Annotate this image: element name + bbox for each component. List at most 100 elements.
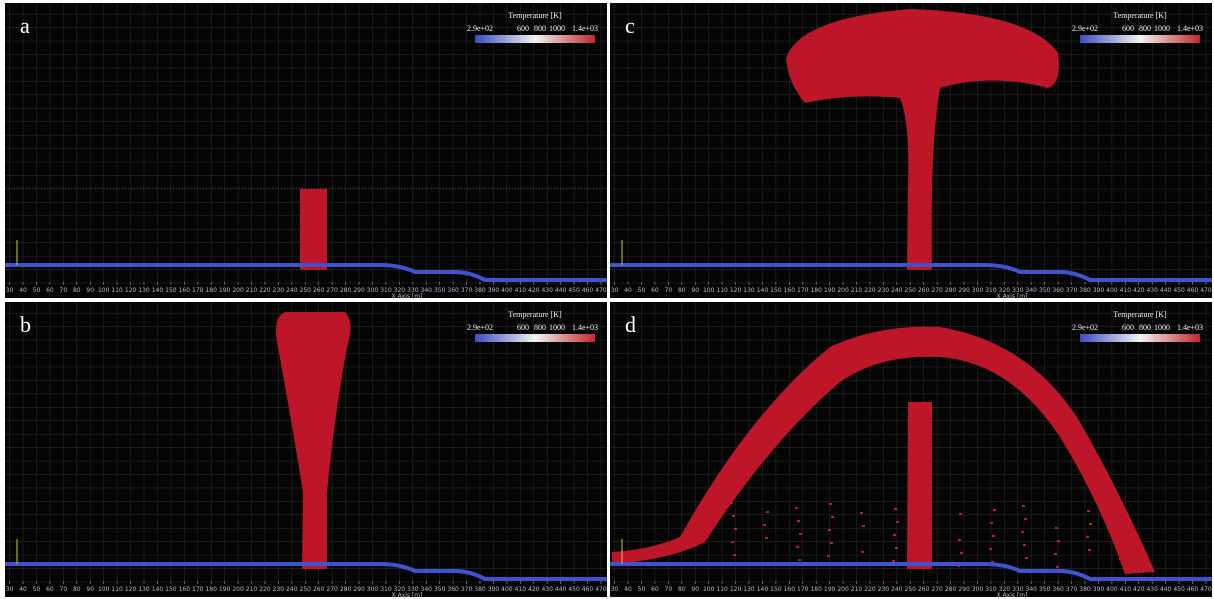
x-tick-label: 140 [152, 287, 164, 294]
particles [830, 542, 833, 544]
x-tick-label: 260 [918, 586, 930, 593]
particles [907, 402, 932, 569]
x-tick-label: 50 [33, 586, 41, 593]
particles [829, 503, 832, 505]
particles [730, 502, 733, 504]
x-tick-label: 450 [568, 287, 580, 294]
x-tick-label: 260 [313, 586, 325, 593]
colorbar-tick-label: 2.9e+02 [1072, 24, 1098, 33]
particles [860, 512, 863, 514]
x-tick-label: 180 [205, 287, 217, 294]
particles [1121, 506, 1124, 508]
x-tick-label: 80 [73, 586, 81, 593]
x-tick-label: 40 [19, 287, 27, 294]
colorbar-tick-label: 600 [517, 24, 529, 33]
colorbar-tick-label: 1.4e+03 [1177, 323, 1203, 332]
colorbar-tick-label: 800 [1139, 323, 1151, 332]
colorbar-tick-label: 1000 [549, 24, 565, 33]
x-tick-label: 160 [179, 586, 191, 593]
colorbar-tick-label: 2.9e+02 [1072, 323, 1098, 332]
x-tick-label: 100 [98, 287, 110, 294]
x-tick-label: 170 [797, 586, 809, 593]
x-tick-label: 130 [743, 287, 755, 294]
colorbar-tick-label: 800 [1139, 24, 1151, 33]
x-tick-label: 440 [555, 586, 567, 593]
colorbar-tick-label: 600 [517, 323, 529, 332]
x-tick-label: 280 [340, 586, 352, 593]
x-tick-label: 210 [246, 287, 258, 294]
x-tick-label: 210 [851, 287, 863, 294]
x-tick-label: 380 [474, 287, 486, 294]
x-tick-label: 250 [905, 586, 917, 593]
x-tick-label: 430 [1146, 586, 1158, 593]
x-tick-label: 170 [797, 287, 809, 294]
x-tick-label: 430 [541, 586, 553, 593]
x-tick-label: 170 [192, 586, 204, 593]
x-tick-label: 230 [273, 586, 285, 593]
x-tick-label: 440 [1160, 586, 1172, 593]
x-tick-label: 160 [179, 287, 191, 294]
x-tick-label: 220 [864, 287, 876, 294]
x-tick-label: 430 [1146, 287, 1158, 294]
x-tick-label: 400 [1106, 586, 1118, 593]
x-tick-label: 360 [1052, 287, 1064, 294]
x-axis-label: X Axis [m] [392, 592, 423, 599]
x-tick-label: 460 [582, 586, 594, 593]
x-tick-label: 420 [528, 586, 540, 593]
figure: a304050607080901001101201301401501601701… [0, 0, 1214, 599]
colorbar-tick-label: 800 [534, 323, 546, 332]
x-tick-label: 350 [1039, 287, 1051, 294]
colorbar-tick-label: 600 [1122, 323, 1134, 332]
x-tick-label: 370 [1066, 287, 1078, 294]
x-tick-label: 280 [945, 287, 957, 294]
x-tick-label: 30 [6, 586, 14, 593]
x-tick-label: 360 [447, 586, 459, 593]
x-tick-label: 30 [611, 287, 619, 294]
x-tick-label: 240 [891, 586, 903, 593]
particles [300, 189, 327, 270]
x-tick-label: 120 [125, 586, 137, 593]
particles [1119, 558, 1122, 560]
particles [798, 559, 801, 561]
x-tick-label: 310 [985, 586, 997, 593]
x-tick-label: 100 [703, 287, 715, 294]
panel-label: b [20, 312, 31, 337]
x-tick-label: 130 [138, 287, 150, 294]
x-tick-label: 220 [259, 287, 271, 294]
colorbar [1080, 334, 1200, 342]
colorbar-tick-label: 1000 [549, 323, 565, 332]
particles [796, 546, 799, 548]
colorbar-tick-label: 800 [534, 24, 546, 33]
particles [795, 507, 798, 509]
x-tick-label: 190 [219, 287, 231, 294]
x-axis-label: X Axis [m] [997, 592, 1028, 599]
particles [928, 504, 931, 506]
x-tick-label: 180 [810, 287, 822, 294]
colorbar-tick-label: 1.4e+03 [572, 323, 598, 332]
x-tick-label: 400 [1106, 287, 1118, 294]
particles [733, 554, 736, 556]
x-tick-label: 50 [638, 586, 646, 593]
x-tick-label: 310 [380, 287, 392, 294]
x-tick-label: 50 [33, 287, 41, 294]
x-axis-label: X Axis [m] [997, 293, 1028, 300]
x-tick-label: 380 [1079, 586, 1091, 593]
x-tick-label: 390 [1093, 586, 1105, 593]
x-tick-label: 380 [1079, 287, 1091, 294]
colorbar-title: Temperature [K] [1113, 310, 1167, 319]
x-tick-label: 110 [111, 586, 123, 593]
particles [1120, 532, 1123, 534]
x-tick-label: 150 [165, 586, 177, 593]
x-tick-label: 260 [313, 287, 325, 294]
x-tick-label: 290 [353, 287, 365, 294]
x-tick-label: 150 [770, 287, 782, 294]
x-tick-label: 60 [651, 287, 659, 294]
particles [828, 529, 831, 531]
particles [1055, 527, 1058, 529]
panel: d304050607080901001101201301401501601701… [610, 302, 1212, 599]
x-tick-label: 390 [488, 586, 500, 593]
x-tick-label: 240 [286, 287, 298, 294]
x-tick-label: 350 [434, 287, 446, 294]
particles [993, 509, 996, 511]
x-tick-label: 270 [326, 287, 338, 294]
